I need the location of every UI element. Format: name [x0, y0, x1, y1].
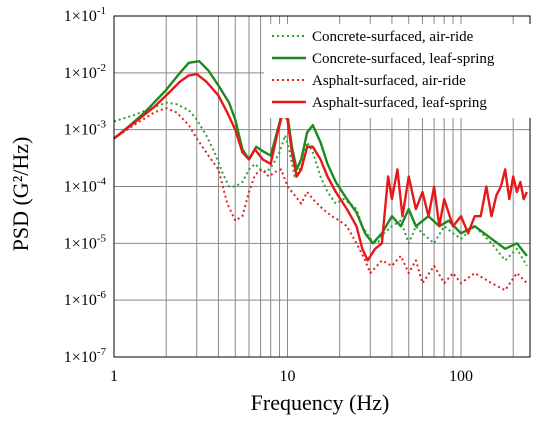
- x-tick-label: 10: [279, 368, 295, 385]
- y-tick-label: 1×10-3: [64, 119, 107, 139]
- y-tick-exponent: -1: [97, 5, 106, 17]
- x-axis-ticks: 1 10 100: [110, 368, 473, 385]
- y-tick-label: 1×10-5: [64, 232, 107, 252]
- y-tick-exponent: -3: [97, 119, 107, 131]
- y-tick-exponent: -4: [97, 176, 107, 188]
- y-tick-mantissa: 1×10: [64, 349, 97, 366]
- y-tick-exponent: -6: [97, 289, 107, 301]
- y-tick-mantissa: 1×10: [64, 65, 97, 82]
- y-tick-label: 1×10-7: [64, 346, 107, 366]
- legend: Concrete-surfaced, air-ride Concrete-surf…: [264, 24, 532, 118]
- y-axis-title: PSD (G²/Hz): [8, 137, 33, 252]
- plot-area-frame: [113, 15, 531, 358]
- y-tick-label: 1×10-4: [64, 176, 107, 196]
- y-tick-exponent: -7: [97, 346, 107, 358]
- y-tick-label: 1×10-2: [64, 62, 106, 82]
- series-line-3: [113, 107, 528, 292]
- y-tick-label: 1×10-1: [64, 5, 106, 25]
- y-tick-mantissa: 1×10: [64, 179, 97, 196]
- y-axis-ticks: 1×10-11×10-21×10-31×10-41×10-51×10-61×10…: [64, 5, 107, 366]
- series-line-2: [113, 60, 528, 257]
- legend-label-1: Concrete-surfaced, air-ride: [312, 29, 474, 45]
- series-line-1: [113, 101, 528, 267]
- legend-background: [264, 24, 532, 118]
- x-tick-label: 100: [449, 368, 473, 385]
- y-tick-exponent: -2: [97, 62, 106, 74]
- x-axis-title: Frequency (Hz): [251, 390, 390, 415]
- legend-label-2: Concrete-surfaced, leaf-spring: [312, 51, 495, 67]
- legend-label-3: Asphalt-surfaced, air-ride: [312, 73, 466, 89]
- legend-label-4: Asphalt-surfaced, leaf-spring: [312, 95, 487, 111]
- y-tick-mantissa: 1×10: [64, 292, 97, 309]
- series-lines: [113, 60, 528, 292]
- series-line-4: [113, 72, 528, 262]
- y-tick-mantissa: 1×10: [64, 235, 97, 252]
- x-tick-label: 1: [110, 368, 118, 385]
- y-tick-exponent: -5: [97, 232, 107, 244]
- y-tick-mantissa: 1×10: [64, 8, 97, 25]
- y-tick-label: 1×10-6: [64, 289, 107, 309]
- y-tick-mantissa: 1×10: [64, 122, 97, 139]
